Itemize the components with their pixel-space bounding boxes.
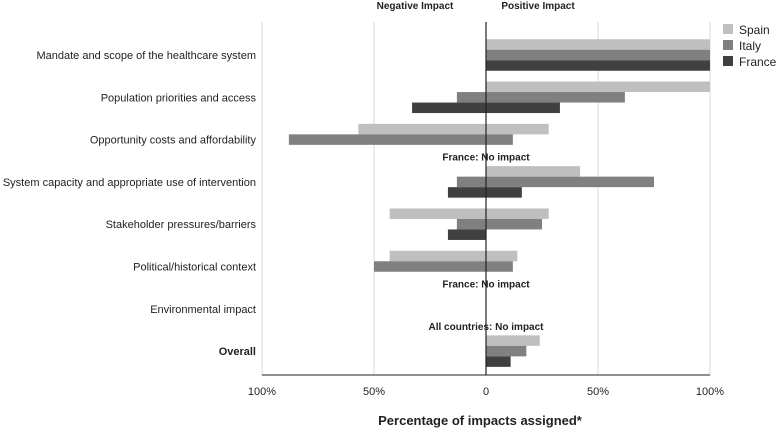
- bar-spain-positive: [486, 208, 549, 219]
- legend-label: France: [739, 55, 777, 69]
- bar-italy-negative: [288, 134, 486, 145]
- annotations: France: No impact France: No impact All co…: [428, 153, 544, 333]
- annotation-label: All countries: No impact: [428, 322, 544, 333]
- bar-spain-positive: [486, 123, 549, 135]
- bar-italy-positive: [486, 261, 513, 272]
- x-axis-title: Percentage of impacts assigned*: [378, 413, 583, 428]
- bar-italy-positive: [486, 92, 625, 103]
- bar-france-negative: [412, 102, 486, 114]
- x-tick-label: 0: [483, 386, 489, 398]
- x-tick-label: 100%: [248, 386, 276, 398]
- positive-impact-header: Positive Impact: [501, 1, 575, 12]
- bar-italy-negative: [374, 261, 486, 272]
- bar-spain-positive: [486, 81, 710, 93]
- bar-spain-positive: [486, 39, 710, 50]
- legend: Spain Italy France: [723, 23, 777, 69]
- bar-spain-negative: [389, 208, 486, 219]
- legend-swatch: [723, 40, 733, 50]
- category-label: Environmental impact: [150, 304, 256, 316]
- category-label: Overall: [219, 346, 256, 358]
- legend-swatch: [723, 56, 733, 66]
- x-tick-label: 50%: [363, 386, 385, 398]
- category-label: Stakeholder pressures/barriers: [106, 219, 257, 231]
- bar-france-negative: [447, 229, 486, 240]
- legend-label: Italy: [739, 39, 761, 53]
- grid-lines: [261, 22, 711, 375]
- bar-france-positive: [486, 102, 560, 114]
- category-labels: Mandate and scope of the healthcare syst…: [3, 50, 257, 358]
- category-label: Mandate and scope of the healthcare syst…: [36, 50, 256, 62]
- axes: [262, 22, 710, 376]
- bar-italy-positive: [486, 176, 654, 188]
- bar-france-negative: [447, 187, 486, 198]
- category-label: Political/historical context: [133, 262, 256, 274]
- bar-spain-positive: [486, 166, 581, 177]
- legend-swatch: [723, 24, 733, 34]
- bar-italy-negative: [456, 218, 486, 230]
- bar-france-positive: [486, 356, 511, 367]
- bar-france-positive: [486, 187, 522, 198]
- bar-italy-positive: [486, 49, 710, 61]
- bar-italy-positive: [486, 134, 513, 145]
- annotation-label: France: No impact: [442, 153, 530, 164]
- x-tick-label: 100%: [696, 386, 724, 398]
- bars: [288, 39, 710, 367]
- bar-italy-positive: [486, 218, 542, 230]
- x-tick-labels: 100% 50% 0 50% 100%: [248, 386, 724, 398]
- bar-italy-negative: [456, 176, 486, 188]
- bar-spain-positive: [486, 250, 518, 262]
- legend-label: Spain: [739, 23, 770, 37]
- bar-italy-negative: [456, 92, 486, 103]
- x-tick-label: 50%: [587, 386, 609, 398]
- category-label: Population priorities and access: [101, 92, 257, 104]
- annotation-label: France: No impact: [442, 280, 530, 291]
- bar-france-positive: [486, 60, 710, 71]
- bar-italy-positive: [486, 345, 527, 357]
- bar-spain-positive: [486, 335, 540, 346]
- category-label: Opportunity costs and affordability: [90, 135, 257, 147]
- category-label: System capacity and appropriate use of i…: [3, 177, 256, 189]
- bar-spain-negative: [358, 123, 486, 135]
- bar-spain-negative: [389, 250, 486, 262]
- negative-impact-header: Negative Impact: [377, 1, 454, 12]
